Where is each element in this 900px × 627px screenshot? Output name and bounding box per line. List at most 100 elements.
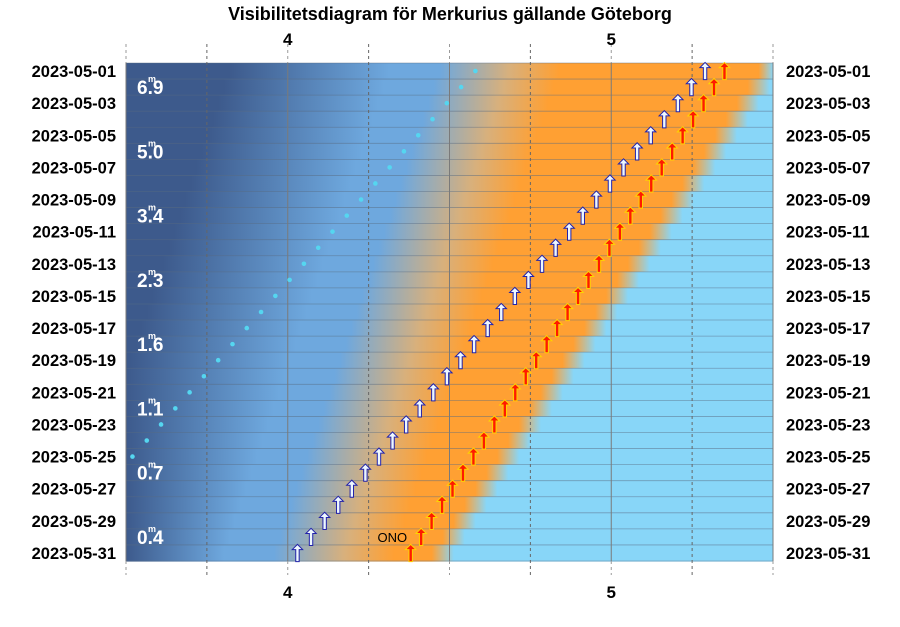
red-arrow	[623, 206, 637, 225]
white-arrow	[481, 318, 495, 338]
mercury-rise-dot	[258, 309, 264, 315]
red-arrow	[404, 543, 418, 563]
magnitude-label: 3.4	[137, 207, 164, 228]
mercury-rise-dot	[358, 197, 364, 202]
magnitude-unit: m	[148, 395, 156, 405]
red-arrow	[519, 366, 533, 386]
red-arrow	[487, 415, 501, 434]
date-label-right: 2023-05-29	[786, 513, 870, 531]
mercury-rise-dot	[215, 357, 221, 363]
red-arrow	[435, 495, 449, 514]
date-label-right: 2023-05-01	[786, 63, 870, 81]
date-label-right: 2023-05-27	[786, 481, 870, 499]
white-arrow	[386, 431, 399, 450]
magnitude-unit: m	[148, 460, 156, 470]
mercury-rise-dot	[187, 390, 192, 395]
red-arrow	[446, 479, 459, 498]
date-label-left: 2023-05-31	[32, 545, 116, 563]
date-label-left: 2023-05-05	[32, 127, 116, 145]
red-arrow	[550, 318, 564, 338]
red-arrow	[655, 158, 669, 177]
date-label-right: 2023-05-05	[786, 127, 870, 145]
date-label-right: 2023-05-31	[786, 545, 870, 563]
white-arrow	[549, 238, 563, 257]
red-arrow	[697, 93, 710, 113]
date-label-left: 2023-05-03	[32, 95, 116, 113]
red-arrow	[456, 463, 470, 482]
magnitude-unit: m	[148, 524, 156, 534]
white-arrow	[685, 77, 698, 97]
mercury-rise-dot	[344, 213, 350, 218]
mercury-rise-dot	[415, 132, 421, 138]
direction-label: ONO	[378, 530, 408, 545]
x-tick-label-top: 5	[607, 30, 616, 49]
mercury-rise-dot	[130, 454, 135, 459]
date-label-left: 2023-05-21	[32, 384, 116, 402]
magnitude-label: 2.3	[137, 271, 163, 292]
grid-lines	[125, 44, 774, 575]
red-arrow	[582, 270, 595, 289]
mercury-rise-dot	[201, 373, 207, 379]
red-arrow	[477, 431, 491, 450]
chart-title: Visibilitetsdiagram för Merkurius gällan…	[228, 4, 672, 24]
date-label-left: 2023-05-01	[32, 63, 116, 81]
date-label-right: 2023-05-25	[786, 449, 870, 467]
red-arrow	[571, 286, 585, 306]
date-label-right: 2023-05-07	[786, 159, 870, 177]
date-label-left: 2023-05-17	[32, 320, 116, 338]
mercury-rise-dot	[244, 325, 250, 331]
date-label-right: 2023-05-15	[786, 288, 870, 306]
mercury-arrows: ONO	[291, 61, 731, 563]
white-arrow	[603, 174, 617, 193]
red-arrow	[718, 61, 731, 81]
red-arrow	[644, 174, 658, 193]
white-arrow	[589, 190, 603, 209]
date-label-right: 2023-05-03	[786, 95, 870, 113]
magnitude-label: 0.4	[137, 528, 164, 549]
date-label-left: 2023-05-11	[33, 224, 117, 242]
white-arrow	[372, 447, 386, 466]
red-arrow	[561, 302, 574, 322]
mercury-rise-dot	[273, 293, 278, 299]
white-arrow	[698, 61, 712, 81]
white-arrow	[440, 366, 454, 386]
white-arrow	[535, 254, 549, 273]
mercury-rise-dot	[458, 84, 464, 90]
date-label-left: 2023-05-23	[32, 416, 116, 434]
white-arrow	[562, 222, 576, 241]
magnitude-label: 1.6	[137, 335, 163, 356]
mercury-rise-dot	[473, 68, 478, 74]
white-arrow	[399, 415, 413, 434]
red-arrow	[707, 77, 721, 97]
red-arrow	[529, 350, 543, 370]
red-arrow	[414, 527, 428, 547]
red-arrow	[540, 334, 554, 354]
white-arrow	[454, 350, 467, 370]
date-label-right: 2023-05-13	[786, 256, 870, 274]
white-arrow	[426, 383, 440, 402]
x-tick-label-bottom: 4	[283, 583, 293, 602]
white-arrow	[331, 495, 345, 514]
magnitude-unit: m	[148, 267, 156, 277]
date-label-left: 2023-05-09	[32, 192, 116, 210]
date-label-right: 2023-05-11	[786, 224, 870, 242]
date-label-left: 2023-05-15	[32, 288, 116, 306]
white-arrow	[630, 142, 644, 161]
mercury-rise-dot	[144, 438, 150, 443]
x-tick-label-top: 4	[283, 30, 293, 49]
mercury-rise-dot	[430, 116, 435, 122]
red-arrow	[498, 399, 512, 418]
white-arrow	[304, 527, 318, 547]
mercury-rise-dot	[401, 149, 407, 154]
red-arrow	[613, 222, 627, 241]
mercury-rise-dot	[315, 245, 321, 251]
mercury-rise-dot	[287, 277, 292, 283]
white-arrow	[467, 334, 481, 354]
date-label-left: 2023-05-19	[32, 352, 116, 370]
red-arrow	[634, 190, 648, 209]
magnitude-label: 1.1	[137, 399, 164, 420]
mercury-rise-dot	[158, 422, 164, 427]
red-arrow	[686, 109, 700, 129]
red-arrow	[467, 447, 480, 466]
